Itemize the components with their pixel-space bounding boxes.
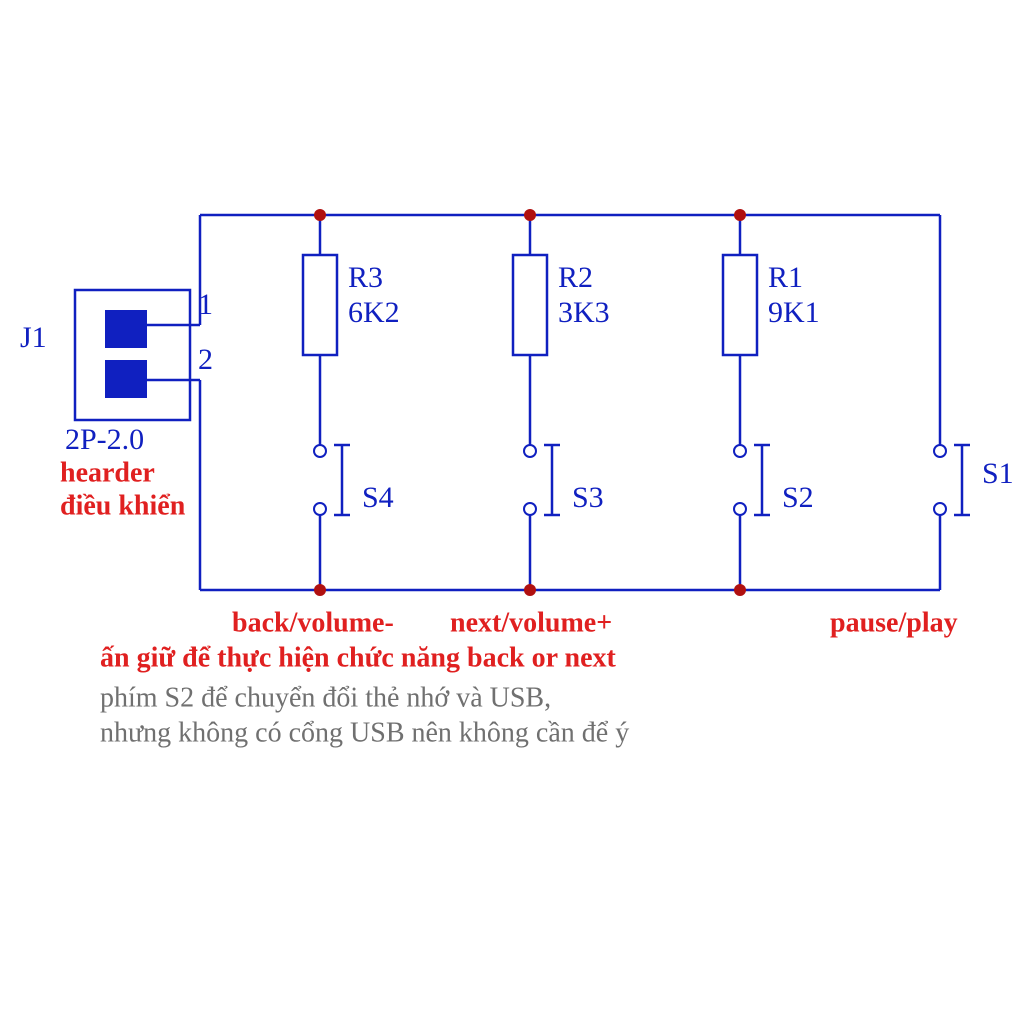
svg-text:phím S2 để chuyển đổi thẻ nhớ: phím S2 để chuyển đổi thẻ nhớ và USB, (100, 682, 551, 713)
svg-text:3K3: 3K3 (558, 296, 610, 329)
svg-text:điều khiển: điều khiển (60, 490, 186, 521)
svg-text:S3: S3 (572, 481, 604, 514)
svg-text:S4: S4 (362, 481, 394, 514)
svg-text:back/volume-: back/volume- (232, 607, 394, 638)
svg-text:S2: S2 (782, 481, 814, 514)
svg-text:9K1: 9K1 (768, 296, 820, 329)
svg-text:pause/play: pause/play (830, 607, 958, 638)
svg-text:2P-2.0: 2P-2.0 (65, 423, 144, 456)
svg-text:hearder: hearder (60, 457, 155, 488)
svg-text:1: 1 (198, 288, 213, 321)
svg-text:ấn giữ để thực hiện chức năng: ấn giữ để thực hiện chức năng back or ne… (100, 642, 617, 673)
svg-text:J1: J1 (20, 321, 47, 354)
svg-text:next/volume+: next/volume+ (450, 607, 612, 638)
svg-text:R1: R1 (768, 261, 803, 294)
svg-text:nhưng không có cổng USB nên kh: nhưng không có cổng USB nên không cần để… (100, 717, 629, 748)
svg-text:S1: S1 (982, 457, 1014, 490)
svg-text:R3: R3 (348, 261, 383, 294)
svg-text:2: 2 (198, 343, 213, 376)
svg-text:6K2: 6K2 (348, 296, 400, 329)
svg-text:R2: R2 (558, 261, 593, 294)
